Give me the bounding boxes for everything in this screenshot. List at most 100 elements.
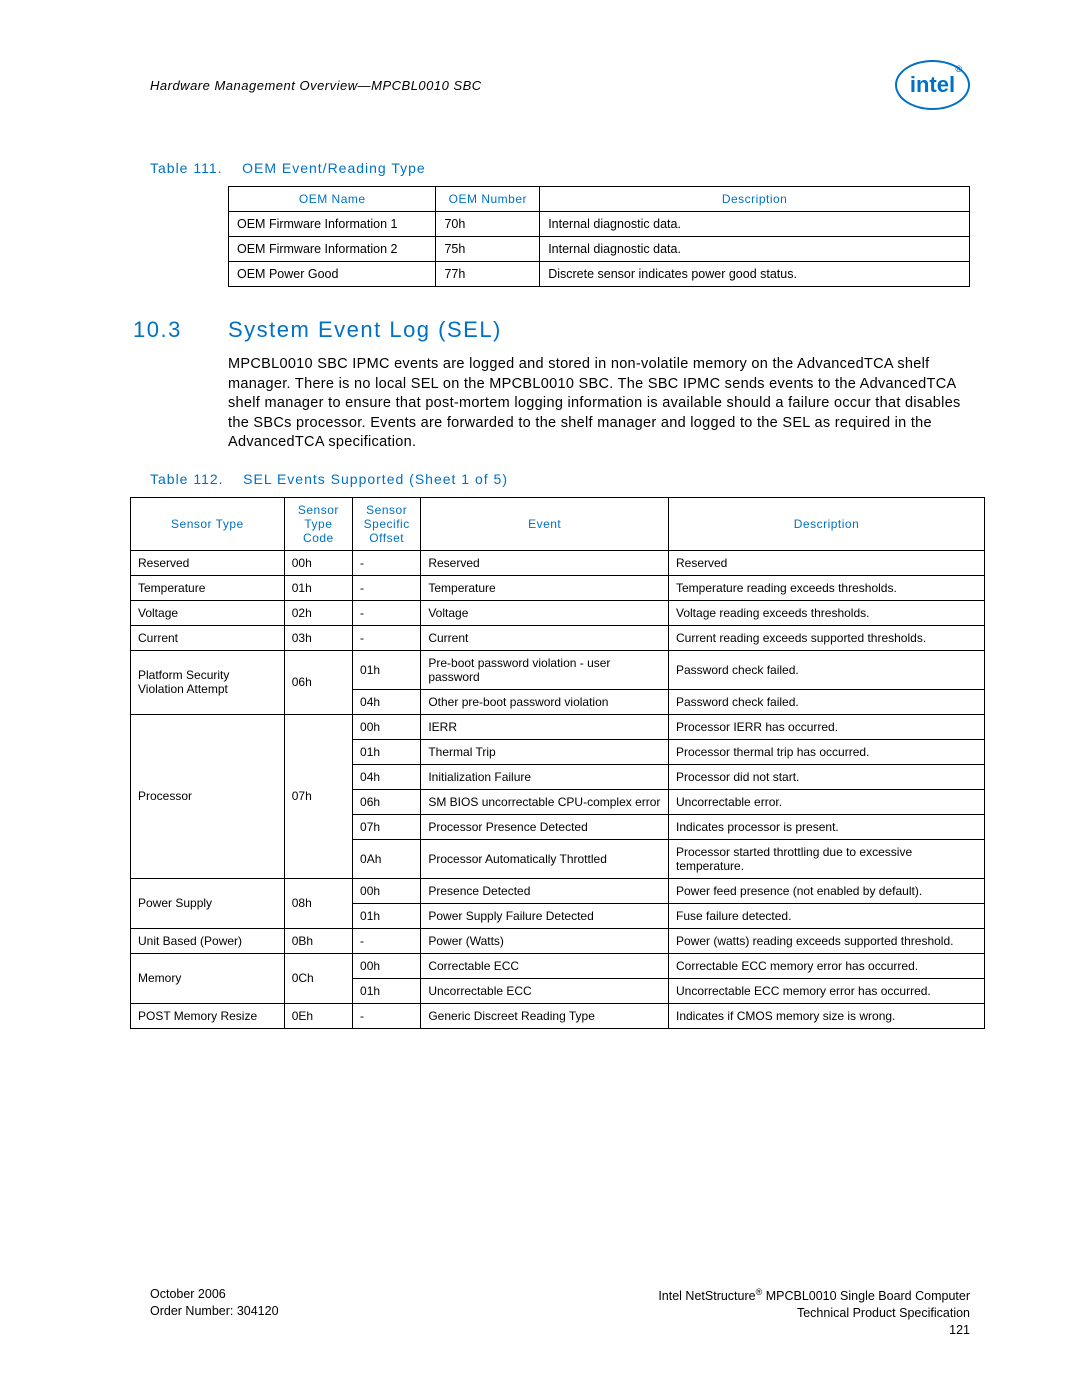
offset-cell: 06h (353, 789, 421, 814)
event-cell: IERR (421, 714, 669, 739)
event-cell: Presence Detected (421, 878, 669, 903)
event-cell: Generic Discreet Reading Type (421, 1003, 669, 1028)
description-cell: Fuse failure detected. (669, 903, 985, 928)
offset-cell: - (353, 1003, 421, 1028)
sensor-code-cell: 0Eh (284, 1003, 352, 1028)
event-cell: SM BIOS uncorrectable CPU-complex error (421, 789, 669, 814)
table-111: OEM Name OEM Number Description OEM Firm… (228, 186, 970, 287)
event-cell: Reserved (421, 550, 669, 575)
offset-cell: 04h (353, 764, 421, 789)
sensor-code-cell: 0Bh (284, 928, 352, 953)
table-111-caption: Table 111. OEM Event/Reading Type (150, 160, 970, 176)
caption-prefix: Table 111. (150, 160, 223, 176)
sensor-type-cell: Memory (131, 953, 285, 1003)
caption-text: SEL Events Supported (Sheet 1 of 5) (243, 471, 508, 487)
table-row: Current03h-CurrentCurrent reading exceed… (131, 625, 985, 650)
offset-cell: 01h (353, 739, 421, 764)
intel-logo-icon: intel ® (895, 60, 970, 110)
event-cell: Other pre-boot password violation (421, 689, 669, 714)
description-cell: Current reading exceeds supported thresh… (669, 625, 985, 650)
footer-right: Intel NetStructure® MPCBL0010 Single Boa… (658, 1286, 970, 1339)
section-number: 10.3 (133, 317, 228, 343)
section-heading: 10.3 System Event Log (SEL) (228, 317, 970, 343)
sensor-code-cell: 02h (284, 600, 352, 625)
table-header-row: OEM Name OEM Number Description (229, 187, 970, 212)
event-cell: Current (421, 625, 669, 650)
table-row: OEM Power Good77hDiscrete sensor indicat… (229, 262, 970, 287)
offset-cell: 0Ah (353, 839, 421, 878)
description-cell: Processor did not start. (669, 764, 985, 789)
offset-cell: - (353, 575, 421, 600)
sensor-type-cell: Power Supply (131, 878, 285, 928)
table-header: OEM Number (436, 187, 540, 212)
offset-cell: - (353, 928, 421, 953)
sensor-code-cell: 06h (284, 650, 352, 714)
description-cell: Indicates processor is present. (669, 814, 985, 839)
event-cell: Processor Presence Detected (421, 814, 669, 839)
event-cell: Uncorrectable ECC (421, 978, 669, 1003)
logo-registered: ® (955, 64, 962, 74)
description-cell: Power feed presence (not enabled by defa… (669, 878, 985, 903)
footer-page-number: 121 (658, 1322, 970, 1339)
header-text: Hardware Management Overview—MPCBL0010 S… (150, 78, 482, 93)
description-cell: Processor started throttling due to exce… (669, 839, 985, 878)
event-cell: Correctable ECC (421, 953, 669, 978)
logo-text: intel (910, 72, 955, 98)
table-cell: Internal diagnostic data. (540, 212, 970, 237)
sensor-code-cell: 03h (284, 625, 352, 650)
table-cell: 70h (436, 212, 540, 237)
caption-prefix: Table 112. (150, 471, 224, 487)
offset-cell: 00h (353, 714, 421, 739)
page-header: Hardware Management Overview—MPCBL0010 S… (150, 60, 970, 110)
table-cell: Internal diagnostic data. (540, 237, 970, 262)
table-cell: OEM Firmware Information 2 (229, 237, 436, 262)
event-cell: Power (Watts) (421, 928, 669, 953)
table-row: OEM Firmware Information 170hInternal di… (229, 212, 970, 237)
footer-date: October 2006 (150, 1286, 279, 1303)
table-header: Event (421, 497, 669, 550)
table-row: Temperature01h-TemperatureTemperature re… (131, 575, 985, 600)
description-cell: Processor IERR has occurred. (669, 714, 985, 739)
sensor-type-cell: Current (131, 625, 285, 650)
sensor-type-cell: Temperature (131, 575, 285, 600)
table-cell: 77h (436, 262, 540, 287)
table-header: Sensor Type (131, 497, 285, 550)
offset-cell: 00h (353, 953, 421, 978)
table-row: Platform Security Violation Attempt06h01… (131, 650, 985, 689)
table-header: Description (669, 497, 985, 550)
description-cell: Processor thermal trip has occurred. (669, 739, 985, 764)
table-cell: Discrete sensor indicates power good sta… (540, 262, 970, 287)
offset-cell: 04h (353, 689, 421, 714)
event-cell: Pre-boot password violation - user passw… (421, 650, 669, 689)
table-row: POST Memory Resize0Eh-Generic Discreet R… (131, 1003, 985, 1028)
event-cell: Voltage (421, 600, 669, 625)
table-112: Sensor Type Sensor Type Code Sensor Spec… (130, 497, 985, 1029)
section-title: System Event Log (SEL) (228, 317, 502, 343)
sensor-type-cell: Platform Security Violation Attempt (131, 650, 285, 714)
sensor-type-cell: Voltage (131, 600, 285, 625)
footer-left: October 2006 Order Number: 304120 (150, 1286, 279, 1339)
sensor-code-cell: 07h (284, 714, 352, 878)
table-cell: OEM Power Good (229, 262, 436, 287)
description-cell: Uncorrectable error. (669, 789, 985, 814)
table-cell: 75h (436, 237, 540, 262)
sensor-code-cell: 0Ch (284, 953, 352, 1003)
offset-cell: 01h (353, 978, 421, 1003)
event-cell: Processor Automatically Throttled (421, 839, 669, 878)
footer-product: Intel NetStructure® MPCBL0010 Single Boa… (658, 1286, 970, 1305)
description-cell: Password check failed. (669, 650, 985, 689)
footer-order: Order Number: 304120 (150, 1303, 279, 1320)
offset-cell: 01h (353, 650, 421, 689)
caption-text: OEM Event/Reading Type (242, 160, 426, 176)
description-cell: Password check failed. (669, 689, 985, 714)
table-cell: OEM Firmware Information 1 (229, 212, 436, 237)
offset-cell: - (353, 625, 421, 650)
table-header: OEM Name (229, 187, 436, 212)
event-cell: Initialization Failure (421, 764, 669, 789)
offset-cell: - (353, 600, 421, 625)
table-112-caption: Table 112. SEL Events Supported (Sheet 1… (150, 471, 970, 487)
event-cell: Temperature (421, 575, 669, 600)
event-cell: Thermal Trip (421, 739, 669, 764)
description-cell: Correctable ECC memory error has occurre… (669, 953, 985, 978)
description-cell: Power (watts) reading exceeds supported … (669, 928, 985, 953)
